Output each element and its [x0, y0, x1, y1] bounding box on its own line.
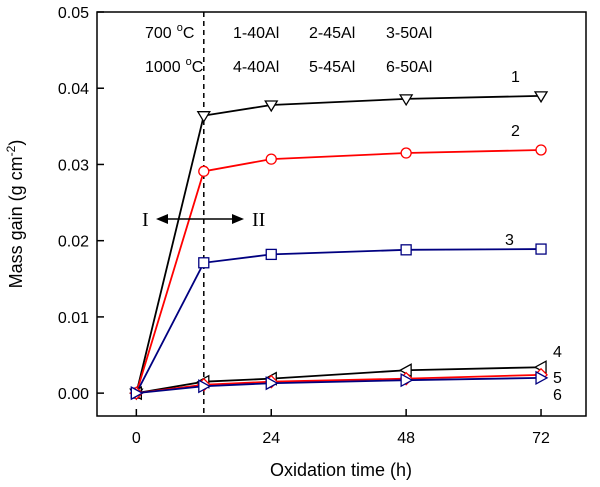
legend-item-1: 1-40Al	[233, 25, 279, 42]
series-line-1	[135, 94, 542, 394]
data-point	[265, 376, 279, 391]
degree-symbol: o	[186, 56, 192, 68]
phase-arrowhead-right	[232, 214, 244, 224]
data-point	[533, 91, 549, 104]
legend-row-1000: 1000 oC 4-40Al 5-45Al 6-50Al	[145, 56, 432, 76]
data-point	[198, 165, 210, 177]
legend-700-unit: C	[183, 25, 195, 42]
tick-layer: 0 24 48 72 0.00 0.01 0.02 0.03 0.04 0.05	[58, 5, 550, 447]
series-line-2	[135, 149, 542, 394]
y-axis-title-main: Mass gain (g cm	[6, 156, 26, 288]
series-line-5	[136, 373, 542, 395]
series-label-2: 2	[511, 123, 520, 140]
y-tick-label: 0.00	[58, 386, 89, 403]
data-point	[400, 244, 412, 256]
legend-item-6: 6-50Al	[386, 59, 432, 76]
y-tick-label: 0.04	[58, 81, 89, 98]
legend-700-temp: 700	[145, 25, 172, 42]
data-point	[265, 248, 277, 261]
y-axis-title-sup: -2	[4, 145, 18, 156]
data-point	[198, 379, 212, 394]
data-point	[535, 243, 547, 255]
y-tick-label: 0.01	[58, 310, 89, 327]
x-tick-label: 24	[262, 430, 280, 447]
data-point	[196, 111, 211, 123]
legend-1000-temp: 1000	[145, 59, 181, 76]
x-axis-title: Oxidation time (h)	[270, 460, 412, 480]
y-tick-label: 0.05	[58, 5, 89, 22]
legend-item-2: 2-45Al	[309, 25, 355, 42]
x-tick-label: 72	[532, 430, 550, 447]
phase-arrowhead-left	[156, 214, 168, 224]
data-point	[265, 153, 277, 165]
y-axis-title-close: )	[6, 140, 26, 146]
series-line-3	[135, 248, 542, 394]
series-layer	[128, 91, 549, 401]
series-label-1: 1	[511, 69, 520, 86]
series-6	[130, 370, 549, 401]
data-point	[198, 257, 210, 269]
data-point	[400, 373, 414, 388]
series-label-3: 3	[505, 232, 514, 249]
data-point	[535, 370, 549, 385]
series-label-5: 5	[553, 370, 562, 387]
series-2	[130, 144, 547, 399]
x-tick-label: 48	[397, 430, 415, 447]
phase-label-ii: II	[252, 209, 265, 231]
legend-item-5: 5-45Al	[309, 59, 355, 76]
data-point	[130, 386, 144, 401]
series-label-6: 6	[553, 387, 562, 404]
y-axis-title: Mass gain (g cm-2)	[4, 140, 26, 289]
series-label-4: 4	[553, 344, 562, 361]
data-point	[264, 100, 279, 113]
data-point	[398, 94, 414, 107]
legend-item-4: 4-40Al	[233, 59, 279, 76]
y-tick-label: 0.02	[58, 234, 89, 251]
phase-label-i: I	[142, 209, 149, 231]
degree-symbol: o	[177, 22, 183, 34]
legend-1000-unit: C	[192, 59, 204, 76]
legend-row-700: 700 oC 1-40Al 2-45Al 3-50Al	[145, 22, 432, 42]
y-tick-label: 0.03	[58, 157, 89, 174]
series-labels: 1 2 3 4 56	[505, 69, 562, 404]
data-point	[535, 144, 547, 156]
series-1	[129, 91, 549, 401]
plot-frame	[96, 11, 587, 417]
legend-item-3: 3-50Al	[386, 25, 432, 42]
data-point	[400, 147, 412, 159]
x-tick-label: 0	[132, 430, 141, 447]
